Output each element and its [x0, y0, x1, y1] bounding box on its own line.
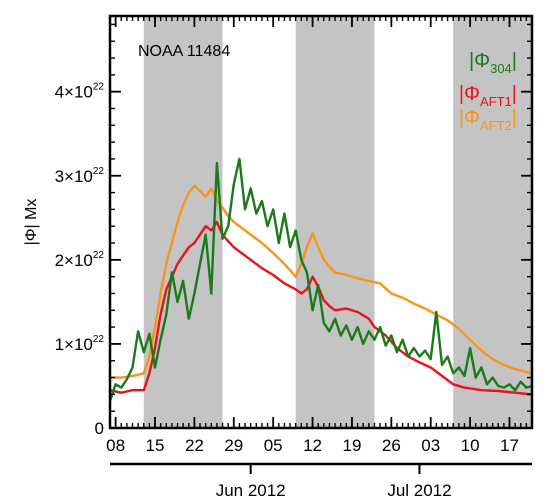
plot-frame: [108, 14, 534, 430]
legend-entry-aft1: |ΦAFT1|: [459, 83, 517, 109]
x-tick-label: 17: [500, 436, 519, 455]
shaded-interval-2: [453, 16, 532, 428]
ticks: [109, 16, 533, 474]
month-tick-label: Jun 2012: [216, 481, 286, 499]
labels: 08 15 22 29 05 12 19 26 03 10 17 Jun 2012 Jul 2012 0 1…: [23, 43, 519, 499]
x-tick-label: 22: [185, 436, 204, 455]
legend-symbol: |Φ: [459, 83, 480, 105]
y-tick-mantissa: 1×10: [55, 335, 93, 354]
y-tick-exponent: 22: [93, 166, 105, 177]
shaded-intervals: [143, 16, 532, 428]
axes: [108, 14, 534, 466]
y-tick-label: 3×1022: [55, 166, 105, 186]
y-tick-label: 4×1022: [55, 82, 105, 102]
series-line-304: [108, 157, 533, 402]
x-tick-label: 12: [303, 436, 322, 455]
x-tick-label: 10: [461, 436, 480, 455]
legend-subscript: AFT1: [480, 94, 512, 109]
legend-symbol: |Φ: [469, 50, 490, 72]
x-tick-label: 15: [146, 436, 165, 455]
y-tick-label: 2×1022: [55, 250, 105, 270]
y-tick-label: 1×1022: [55, 334, 105, 354]
y-tick-label: 0: [95, 419, 104, 438]
y-tick-exponent: 22: [93, 250, 105, 261]
y-axis-label: |Φ| Mx: [23, 199, 40, 246]
x-tick-label: 26: [382, 436, 401, 455]
region-annotation: NOAA 11484: [138, 43, 230, 60]
legend-bar: |: [512, 83, 517, 105]
month-tick-label: Jul 2012: [387, 481, 451, 499]
y-tick-mantissa: 0: [95, 419, 104, 438]
legend-entry-aft2: |ΦAFT2|: [459, 107, 517, 133]
x-tick-label: 03: [421, 436, 440, 455]
y-tick-mantissa: 4×10: [55, 83, 93, 102]
legend-symbol: |Φ: [459, 107, 480, 129]
y-tick-exponent: 22: [93, 334, 105, 345]
x-tick-label: 08: [106, 436, 125, 455]
series-lines: [108, 157, 533, 402]
legend-bar: |: [512, 50, 517, 72]
series-line-aft2: [110, 184, 533, 379]
y-tick-mantissa: 3×10: [55, 167, 93, 186]
y-tick-mantissa: 2×10: [55, 251, 93, 270]
x-tick-label: 19: [342, 436, 361, 455]
legend-subscript: AFT2: [480, 118, 512, 133]
x-tick-label: 05: [264, 436, 283, 455]
shaded-interval-1: [295, 16, 375, 428]
legend-entry-304: |Φ304|: [469, 50, 517, 76]
x-tick-label: 29: [224, 436, 243, 455]
y-tick-exponent: 22: [93, 82, 105, 93]
legend-bar: |: [512, 107, 517, 129]
legend-subscript: 304: [490, 61, 512, 76]
